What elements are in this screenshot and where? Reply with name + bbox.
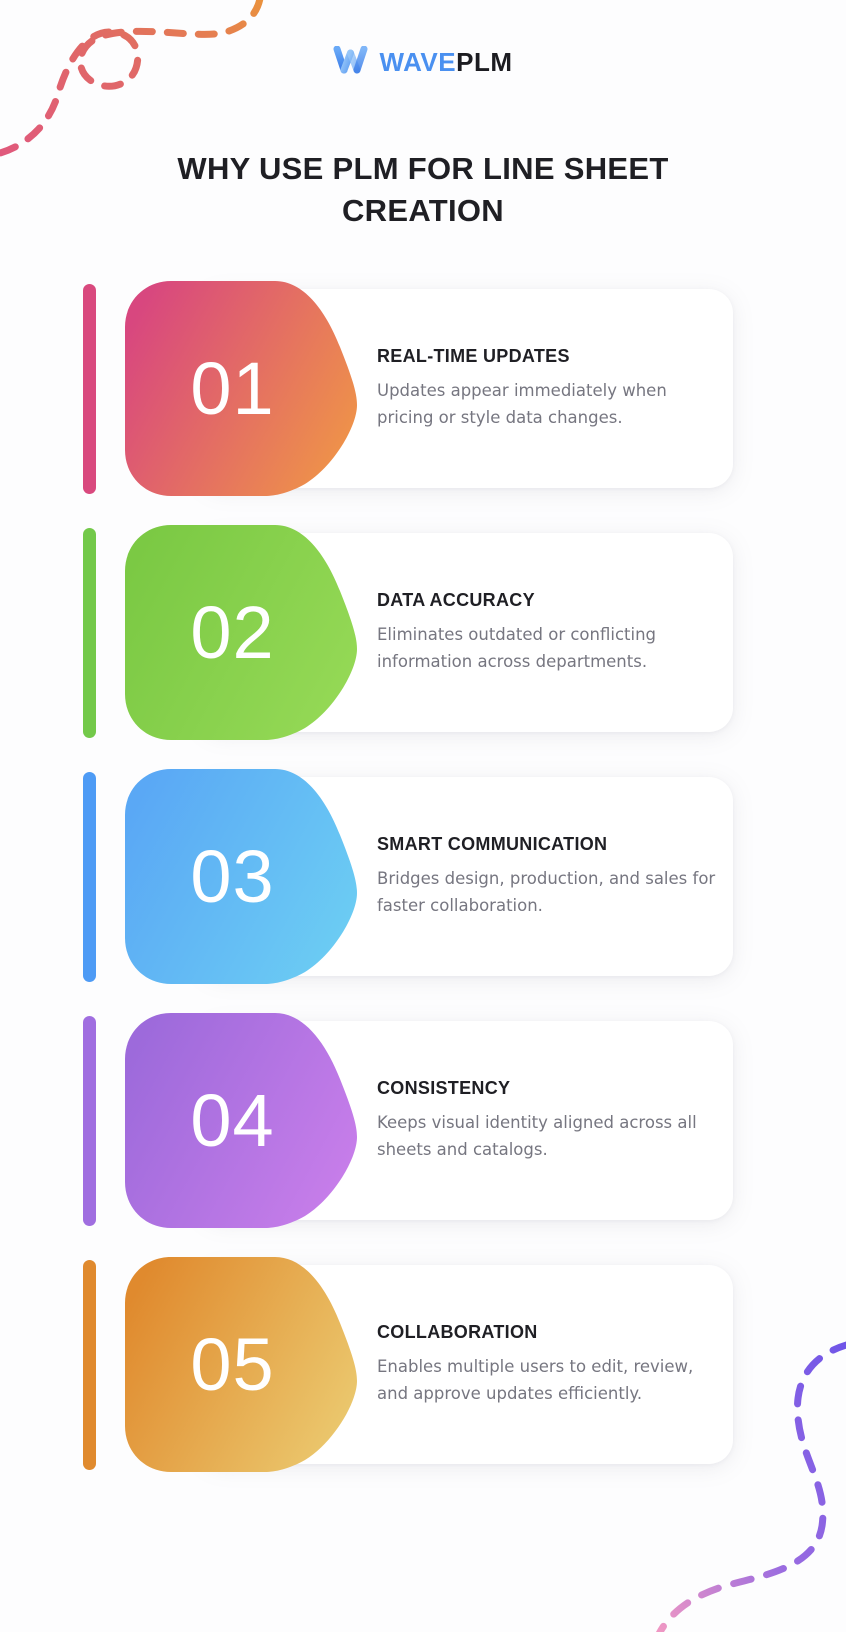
number-badge-shape bbox=[125, 769, 367, 984]
card-text-block: REAL-TIME UPDATES Updates appear immedia… bbox=[377, 281, 717, 496]
benefit-card: 03 SMART COMMUNICATION Bridges design, p… bbox=[0, 769, 846, 984]
card-body: Enables multiple users to edit, review, … bbox=[377, 1356, 694, 1403]
accent-bar bbox=[83, 1260, 96, 1470]
accent-bar bbox=[83, 528, 96, 738]
brand-name-secondary: PLM bbox=[456, 47, 513, 77]
number-badge-shape bbox=[125, 281, 367, 496]
card-number: 01 bbox=[190, 346, 275, 430]
accent-bar bbox=[83, 284, 96, 494]
benefit-card: 01 REAL-TIME UPDATES Updates appear imme… bbox=[0, 281, 846, 496]
card-number: 03 bbox=[190, 834, 275, 918]
accent-bar bbox=[83, 1016, 96, 1226]
benefit-card: 05 COLLABORATION Enables multiple users … bbox=[0, 1257, 846, 1472]
card-text-block: COLLABORATION Enables multiple users to … bbox=[377, 1257, 717, 1472]
card-heading: DATA ACCURACY bbox=[377, 589, 535, 610]
benefit-card: 04 CONSISTENCY Keeps visual identity ali… bbox=[0, 1013, 846, 1228]
card-body: Eliminates outdated or conflicting infor… bbox=[377, 624, 657, 671]
number-badge-shape bbox=[125, 1013, 367, 1228]
brand-logo: WAVEPLM bbox=[0, 45, 846, 78]
card-heading: REAL-TIME UPDATES bbox=[377, 345, 570, 366]
number-badge-shape bbox=[125, 1257, 367, 1472]
card-number: 05 bbox=[190, 1322, 275, 1406]
benefit-card: 02 DATA ACCURACY Eliminates outdated or … bbox=[0, 525, 846, 740]
card-number: 02 bbox=[190, 590, 275, 674]
brand-wordmark: WAVEPLM bbox=[379, 49, 512, 75]
card-heading: COLLABORATION bbox=[377, 1321, 538, 1342]
card-body: Keeps visual identity aligned across all… bbox=[377, 1112, 697, 1159]
page-title: WHY USE PLM FOR LINE SHEET CREATION bbox=[177, 151, 669, 229]
benefit-card-list: 01 REAL-TIME UPDATES Updates appear imme… bbox=[0, 281, 846, 1501]
dashed-loop-squiggle-icon bbox=[0, 0, 280, 167]
card-text-block: SMART COMMUNICATION Bridges design, prod… bbox=[377, 769, 717, 984]
card-text-block: DATA ACCURACY Eliminates outdated or con… bbox=[377, 525, 717, 740]
card-heading: SMART COMMUNICATION bbox=[377, 833, 608, 854]
card-body: Updates appear immediately when pricing … bbox=[377, 380, 667, 427]
accent-bar bbox=[83, 772, 96, 982]
brand-name-primary: WAVE bbox=[379, 47, 457, 77]
card-body: Bridges design, production, and sales fo… bbox=[377, 868, 716, 915]
wave-w-logo-icon bbox=[333, 45, 369, 78]
card-text-block: CONSISTENCY Keeps visual identity aligne… bbox=[377, 1013, 717, 1228]
card-number: 04 bbox=[190, 1078, 275, 1162]
card-heading: CONSISTENCY bbox=[377, 1077, 511, 1098]
number-badge-shape bbox=[125, 525, 367, 740]
